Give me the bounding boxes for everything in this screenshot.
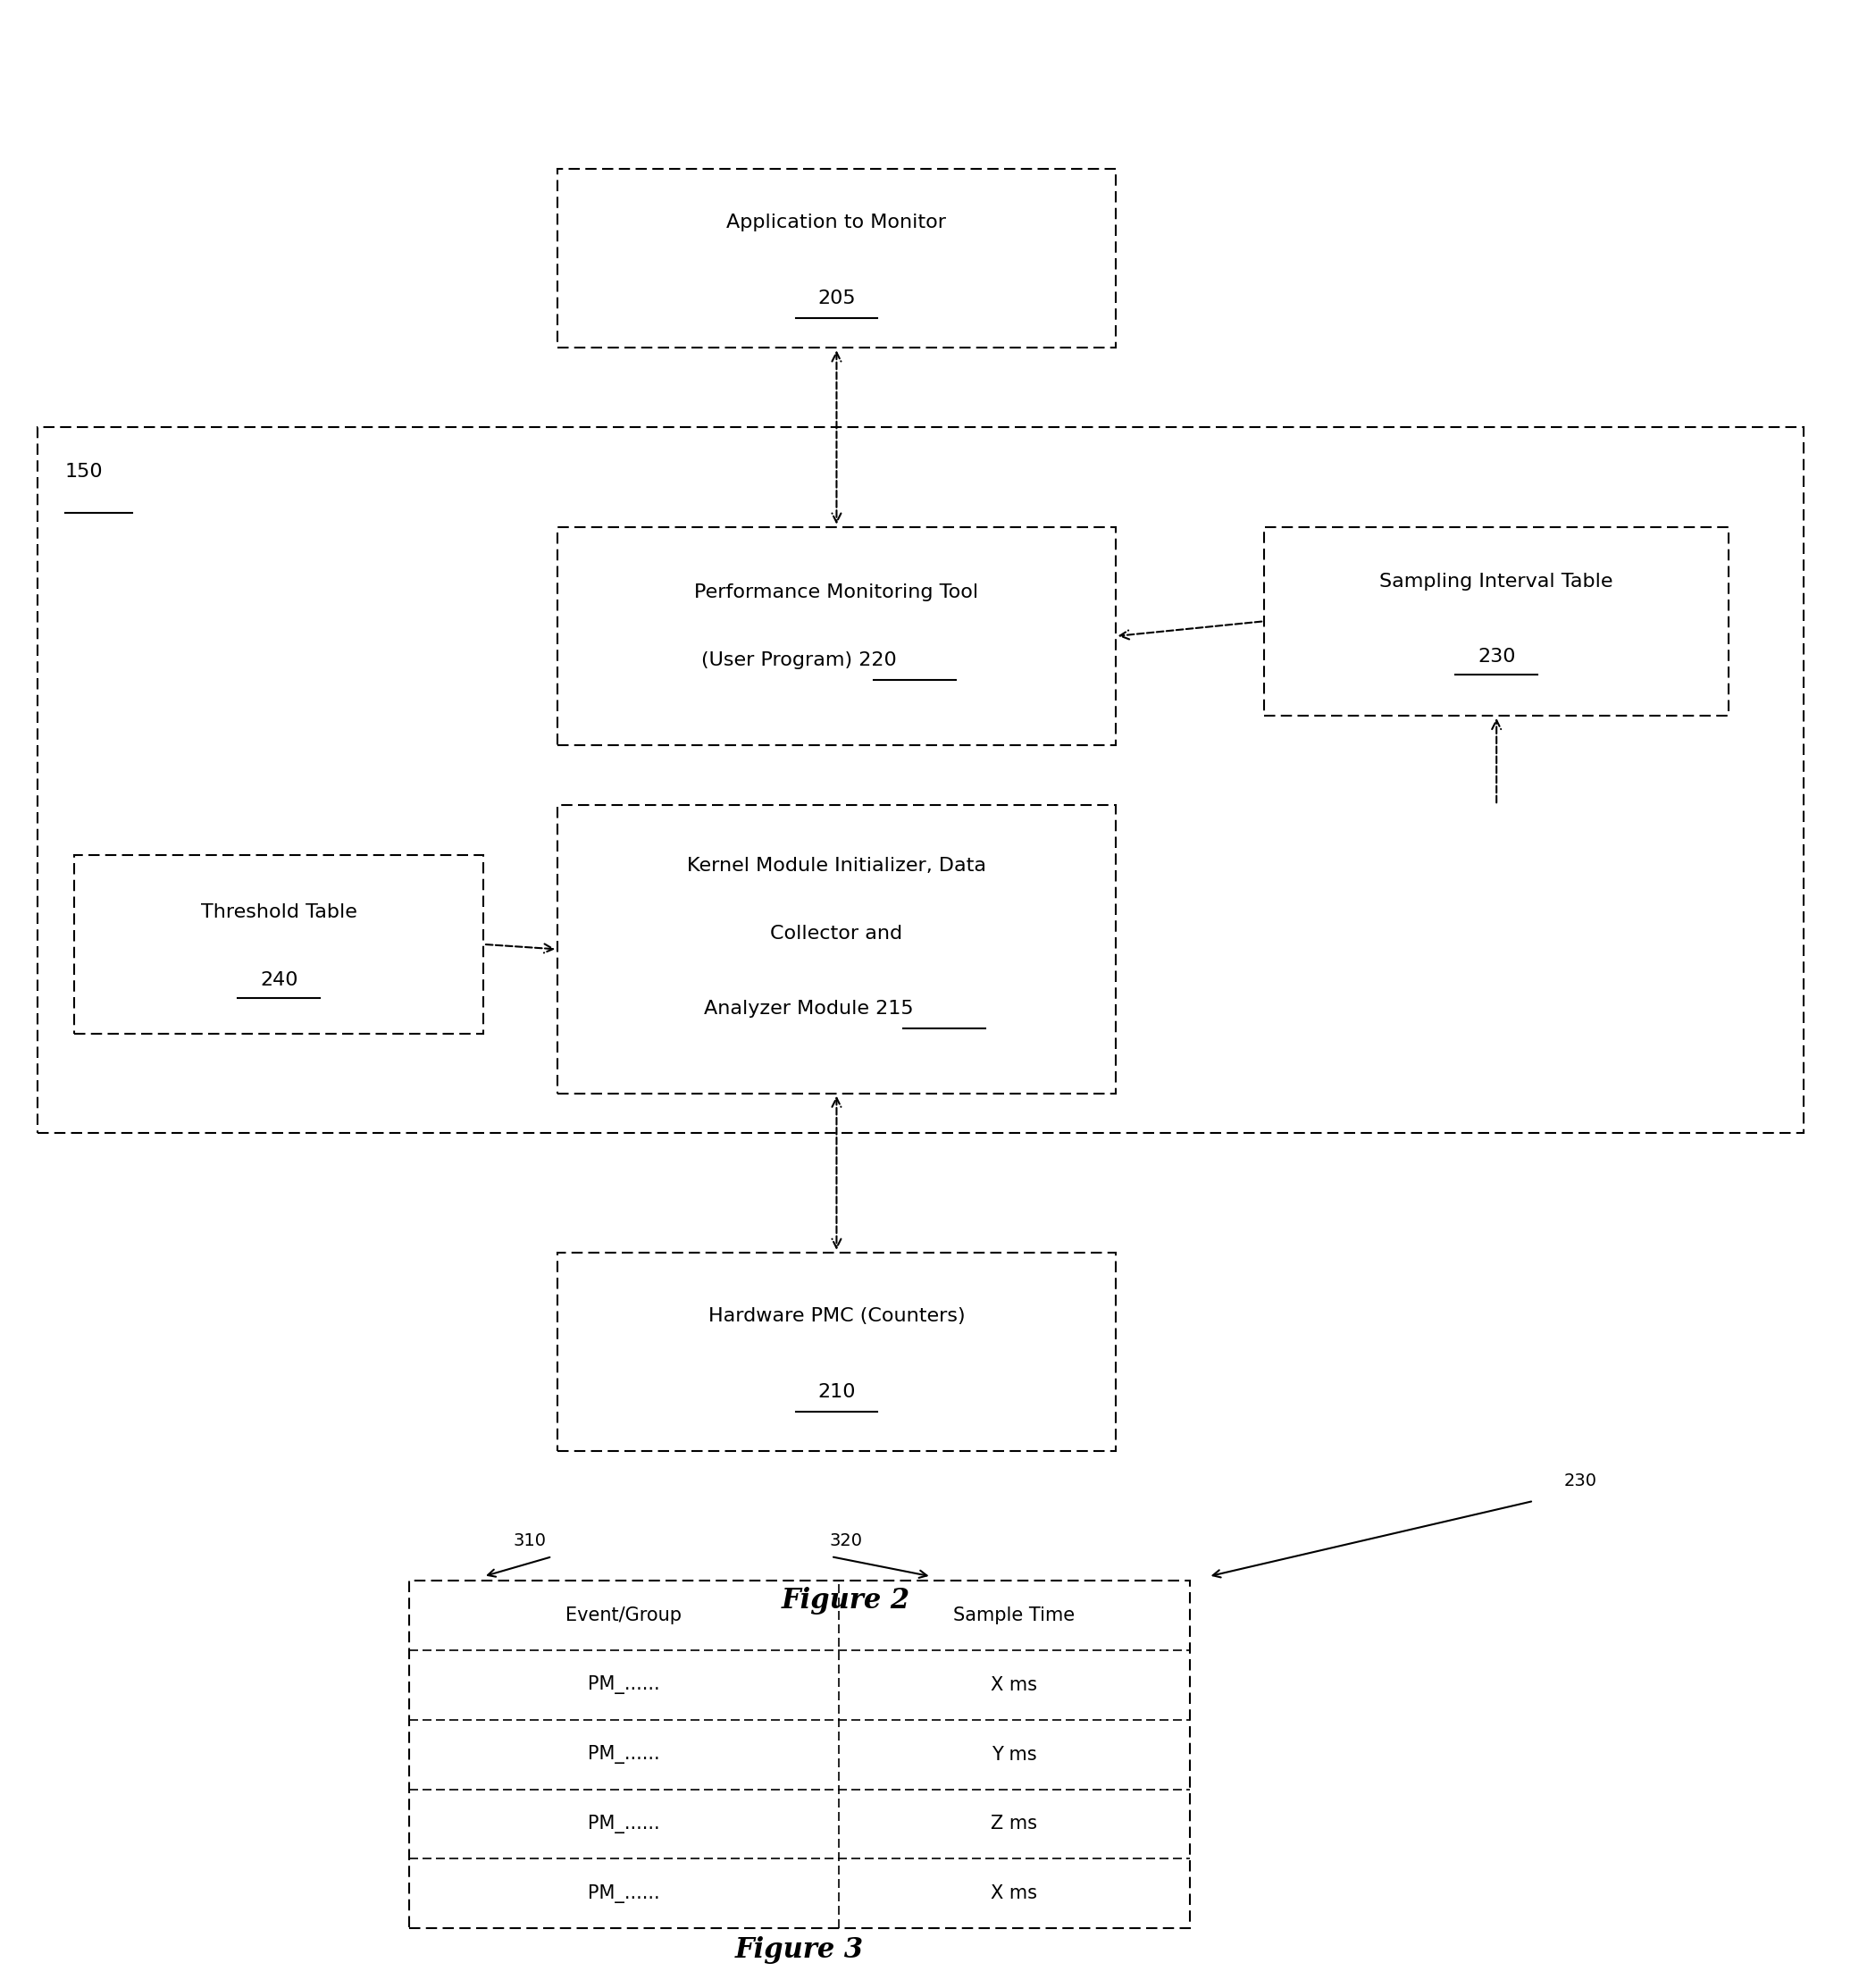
FancyBboxPatch shape — [558, 805, 1115, 1093]
FancyBboxPatch shape — [74, 855, 483, 1034]
Text: Threshold Table: Threshold Table — [201, 905, 357, 920]
Text: Application to Monitor: Application to Monitor — [727, 215, 946, 231]
Text: Event/Group: Event/Group — [565, 1606, 682, 1624]
Text: Figure 3: Figure 3 — [734, 1936, 864, 1964]
Text: Collector and: Collector and — [770, 924, 903, 942]
Text: PM_......: PM_...... — [587, 1815, 660, 1833]
Text: PM_......: PM_...... — [587, 1745, 660, 1763]
FancyBboxPatch shape — [558, 169, 1115, 348]
FancyBboxPatch shape — [1264, 527, 1729, 716]
Text: Kernel Module Initializer, Data: Kernel Module Initializer, Data — [688, 857, 985, 875]
FancyBboxPatch shape — [37, 427, 1803, 1133]
Text: (User Program) 220: (User Program) 220 — [701, 652, 898, 668]
Text: 230: 230 — [1478, 648, 1515, 666]
Text: Y ms: Y ms — [991, 1745, 1037, 1763]
Text: 230: 230 — [1563, 1473, 1597, 1489]
Text: Hardware PMC (Counters): Hardware PMC (Counters) — [708, 1308, 965, 1324]
Text: PM_......: PM_...... — [587, 1676, 660, 1694]
Text: 310: 310 — [513, 1533, 547, 1549]
Text: Analyzer Module 215: Analyzer Module 215 — [705, 1000, 913, 1018]
Text: Sampling Interval Table: Sampling Interval Table — [1379, 573, 1614, 590]
Text: 240: 240 — [260, 972, 297, 988]
Text: Sample Time: Sample Time — [954, 1606, 1075, 1624]
Text: 210: 210 — [818, 1384, 855, 1400]
Text: Performance Monitoring Tool: Performance Monitoring Tool — [695, 584, 978, 600]
Text: Figure 2: Figure 2 — [781, 1586, 911, 1614]
Text: 205: 205 — [818, 290, 855, 306]
FancyBboxPatch shape — [558, 1252, 1115, 1451]
FancyBboxPatch shape — [409, 1580, 1190, 1928]
Text: PM_......: PM_...... — [587, 1885, 660, 1903]
Text: 150: 150 — [65, 463, 102, 481]
Text: X ms: X ms — [991, 1676, 1037, 1694]
FancyBboxPatch shape — [558, 527, 1115, 746]
Text: Z ms: Z ms — [991, 1815, 1037, 1833]
Text: X ms: X ms — [991, 1885, 1037, 1903]
Text: 320: 320 — [829, 1533, 863, 1549]
